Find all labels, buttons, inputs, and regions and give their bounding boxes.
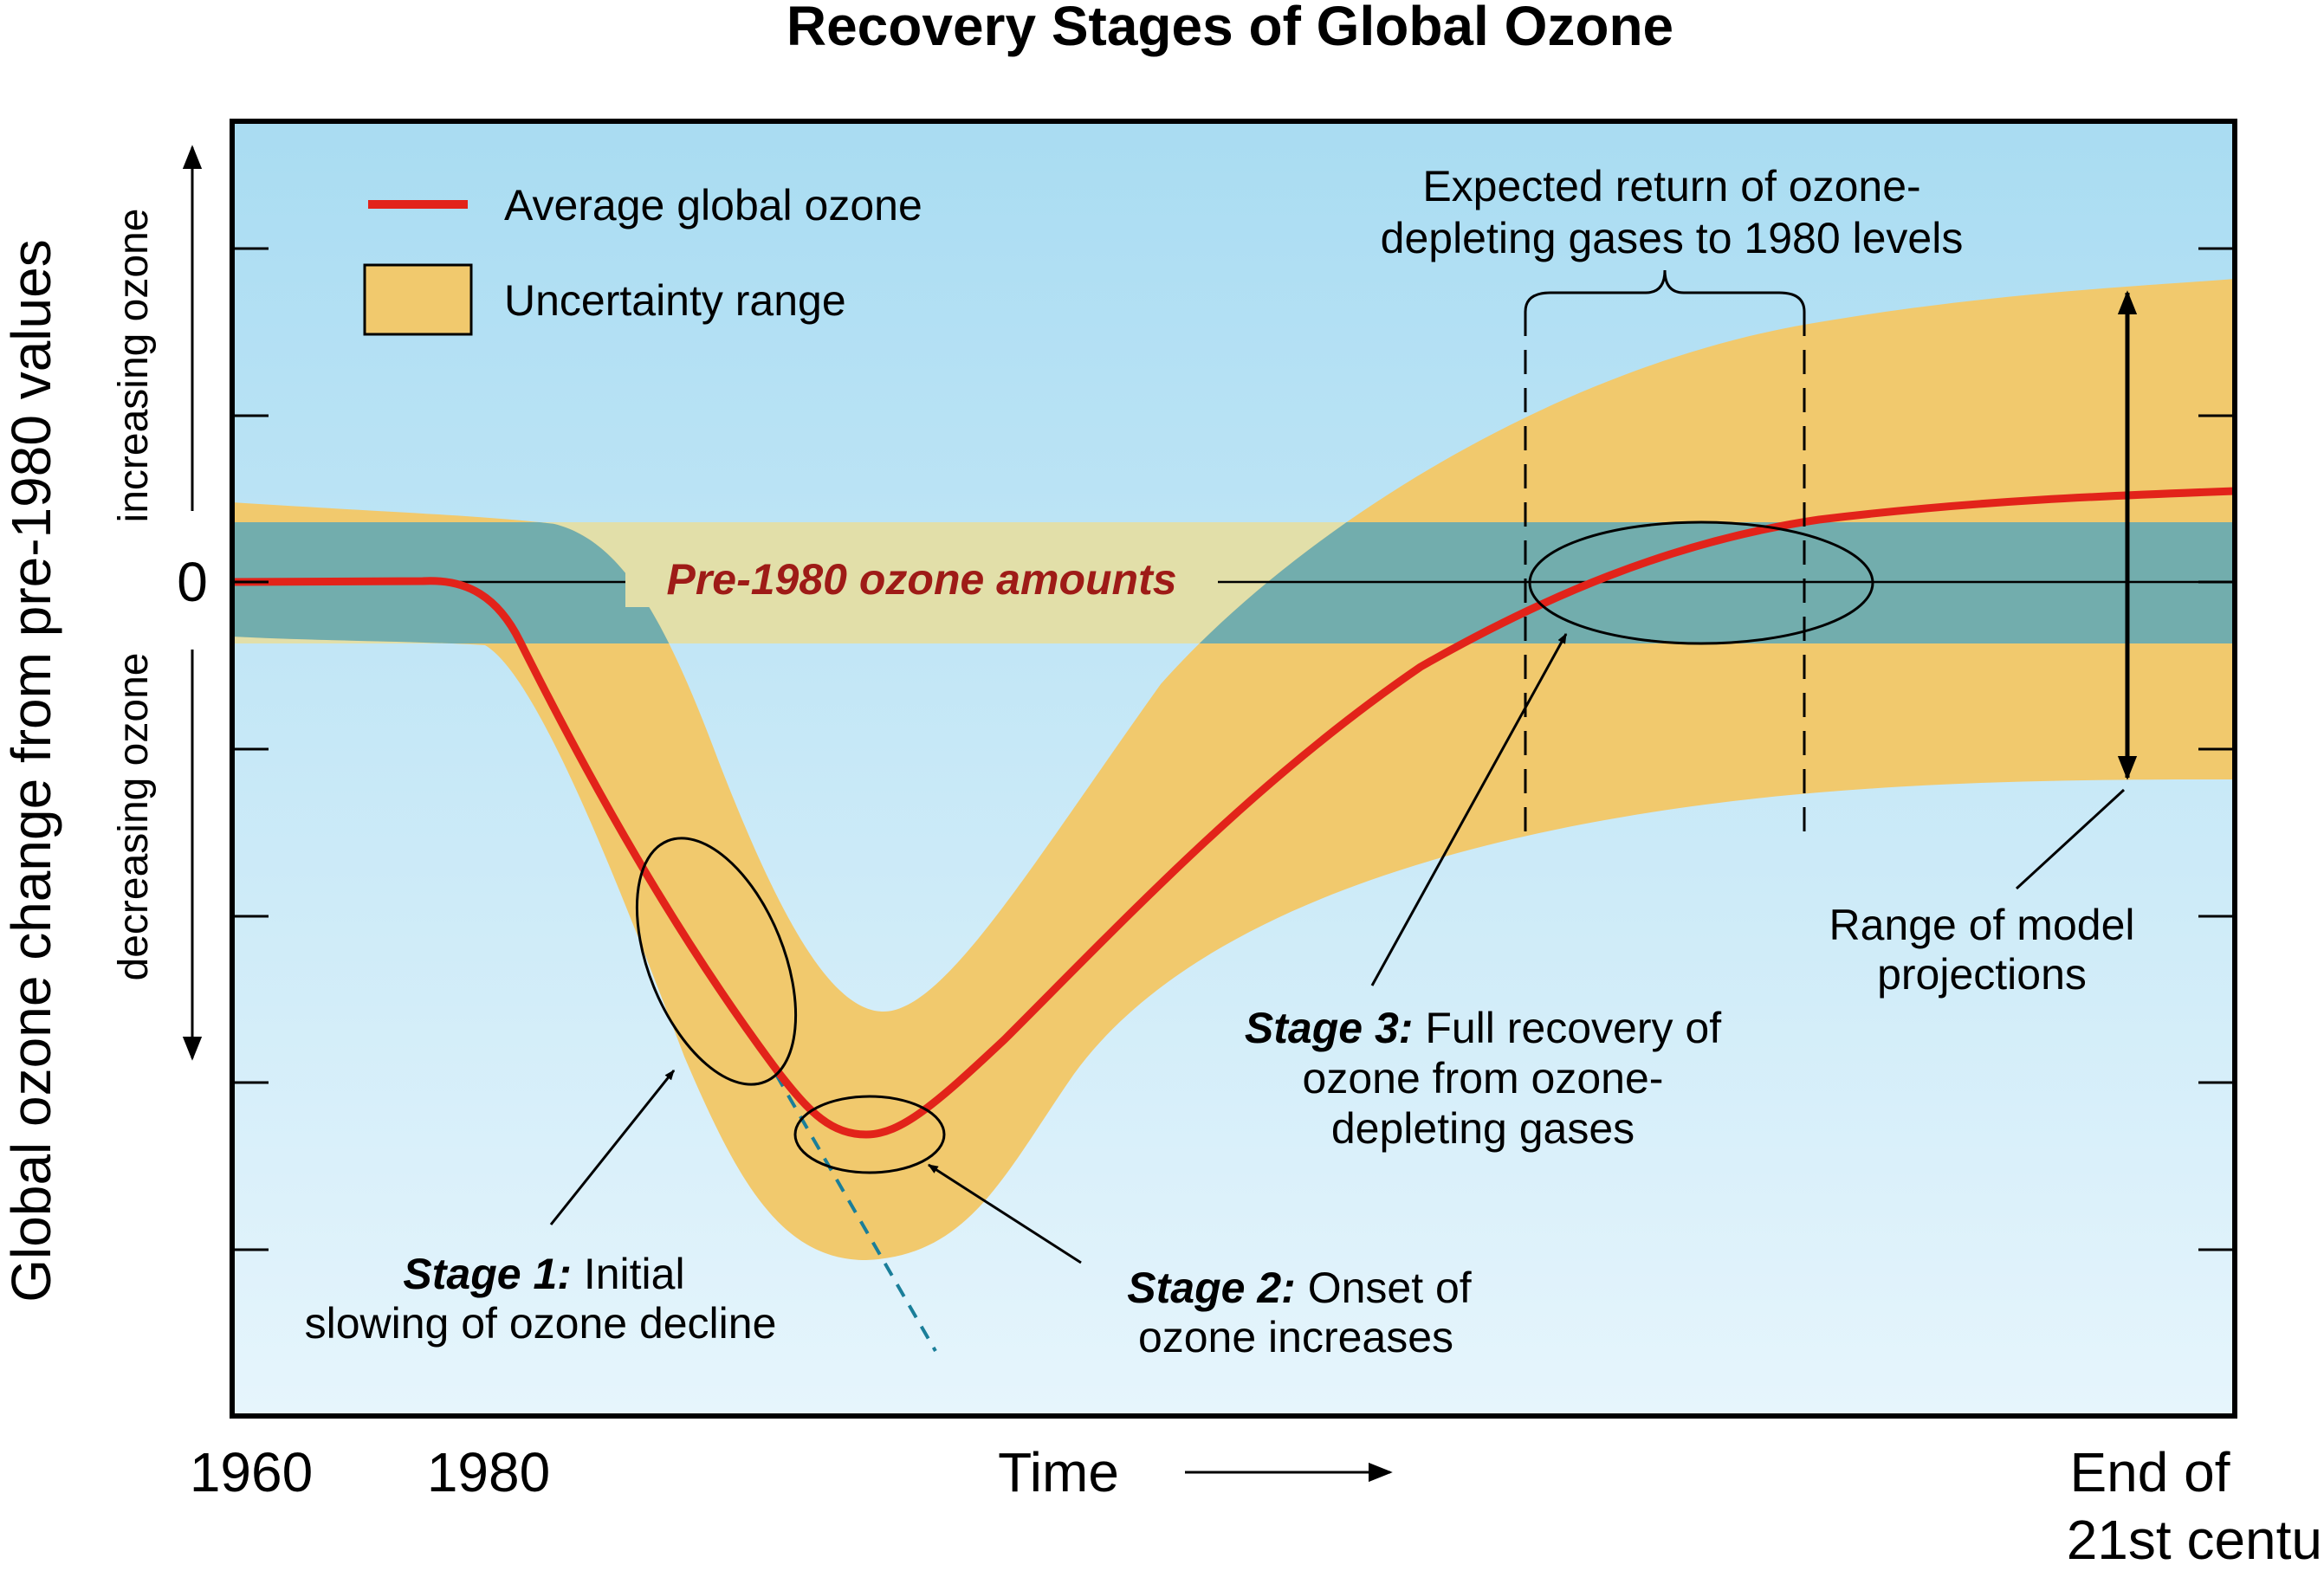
stage1-label: Stage 1:	[403, 1250, 572, 1298]
legend-band-swatch	[363, 263, 473, 336]
stage1-text-line1: Stage 1: Initial	[403, 1250, 684, 1298]
y-zero-label: 0	[177, 551, 208, 613]
expected-return-label-line2: depleting gases to 1980 levels	[1381, 214, 1964, 262]
stage2-text-line2: ozone increases	[1138, 1313, 1453, 1361]
stage3-text-line2: ozone from ozone-	[1303, 1054, 1664, 1102]
expected-return-label-line1: Expected return of ozone-	[1422, 162, 1920, 210]
x-tick-label-1980: 1980	[427, 1441, 550, 1503]
pre-1980-label: Pre-1980 ozone amounts	[666, 555, 1176, 604]
y-down-label: decreasing ozone	[111, 653, 157, 981]
stage3-text-line1: Stage 3: Full recovery of	[1245, 1004, 1721, 1052]
stage3-text-line3: depleting gases	[1331, 1104, 1635, 1153]
stage2-text-line1: Stage 2: Onset of	[1127, 1264, 1472, 1312]
average-ozone-line	[232, 487, 2235, 1139]
y-axis-label: Global ozone change from pre-1980 values	[0, 239, 62, 1302]
model-range-label-line1: Range of model	[1829, 901, 2134, 949]
plot-frame	[230, 119, 2237, 1419]
legend-line-label: Average global ozone	[504, 181, 922, 230]
stage3-line1: Full recovery of	[1413, 1004, 1721, 1052]
x-end-label-line2: 21st century	[2067, 1509, 2324, 1571]
stage3-label: Stage 3:	[1245, 1004, 1414, 1052]
x-tick-label-1960: 1960	[190, 1441, 313, 1503]
decline-extension-dashed-line	[750, 1031, 937, 1352]
stage2-ellipse	[793, 1095, 946, 1174]
expected-return-bracket	[1524, 269, 1806, 831]
y-up-label: increasing ozone	[111, 209, 157, 523]
x-end-label-line1: End of	[2069, 1441, 2230, 1503]
stage1-line1: Initial	[572, 1250, 685, 1298]
stage2-line1: Onset of	[1296, 1264, 1472, 1312]
stage2-label: Stage 2:	[1127, 1264, 1296, 1312]
x-axis-label: Time	[998, 1441, 1119, 1503]
stage1-text-line2: slowing of ozone decline	[305, 1299, 777, 1348]
stage1-arrow	[549, 1070, 676, 1225]
y-ticks-left	[232, 247, 269, 1251]
chart-title: Recovery Stages of Global Ozone	[787, 0, 1673, 57]
stage3-arrow	[1370, 632, 1568, 986]
model-range-pointer	[2015, 788, 2126, 890]
pre-1980-label-background	[625, 548, 1218, 607]
stage2-arrow	[927, 1163, 1082, 1264]
legend-band-label: Uncertainty range	[504, 276, 846, 325]
stage3-ellipse	[1528, 520, 1874, 645]
y-ticks-right	[2198, 247, 2235, 1251]
model-range-label-line2: projections	[1877, 950, 2087, 999]
stage1-ellipse	[635, 837, 798, 1086]
